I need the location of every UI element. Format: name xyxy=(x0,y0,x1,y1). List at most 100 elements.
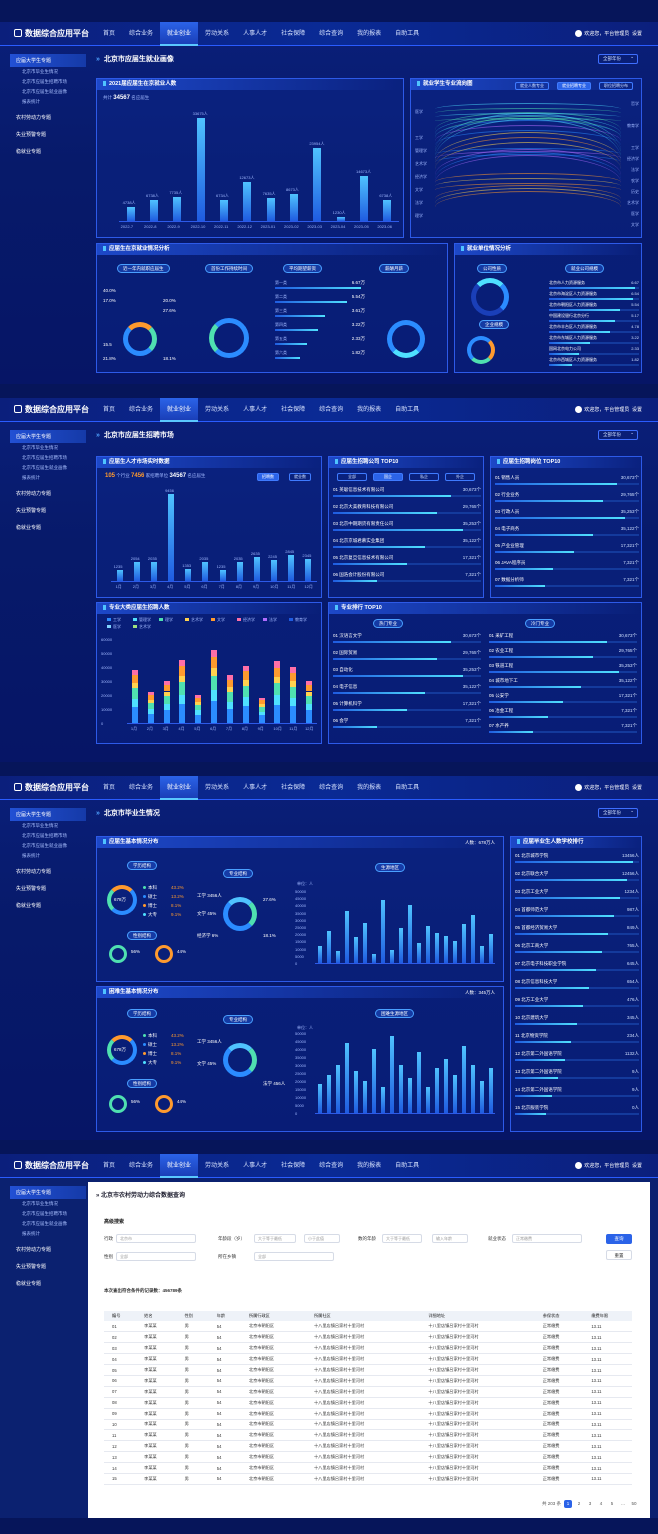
sidebar-section-graduates[interactable]: 应届大学生专题 xyxy=(10,54,86,67)
sidebar-section-stable[interactable]: 稳就业专题 xyxy=(10,899,86,912)
nav-tools[interactable]: 自助工具 xyxy=(388,776,426,800)
nav-employment[interactable]: 就业创业 xyxy=(160,776,198,800)
nav-labor[interactable]: 劳动关系 xyxy=(198,1154,236,1178)
sidebar-section-stable[interactable]: 稳就业专题 xyxy=(10,1277,86,1290)
nav-home[interactable]: 首页 xyxy=(96,776,122,800)
table-row[interactable]: 12 李某某男 54 北京市朝阳区 十八里店镇吕家村十里河村 十八里店镇吕家村十里河村 正常… xyxy=(104,1441,632,1452)
nav-tools[interactable]: 自助工具 xyxy=(388,1154,426,1178)
reset-button[interactable]: 重置 xyxy=(606,1250,632,1260)
nav-reports[interactable]: 我的报表 xyxy=(350,776,388,800)
table-row[interactable]: 07 李某某男 54 北京市朝阳区 十八里店镇吕家村十里河村 十八里店镇吕家村十里河村 正常… xyxy=(104,1386,632,1397)
settings-link[interactable]: 设置 xyxy=(632,785,642,791)
tab-hot-majors[interactable]: 热门专业 xyxy=(373,619,403,628)
nav-tools[interactable]: 自助工具 xyxy=(388,22,426,46)
table-row[interactable]: 05 李某某男 54 北京市朝阳区 十八里店镇吕家村十里河村 十八里店镇吕家村十里河村 正常… xyxy=(104,1365,632,1376)
pager-page[interactable]: 3 xyxy=(586,1500,594,1508)
table-row[interactable]: 06 李某某男 54 北京市朝阳区 十八里店镇吕家村十里河村 十八里店镇吕家村十里河村 正常… xyxy=(104,1375,632,1386)
sidebar-item[interactable]: 北京市应届生招聘市场 xyxy=(10,1209,86,1219)
tag-monthly-salary[interactable]: 薪酬月薪 xyxy=(379,264,409,273)
app-logo[interactable]: 数据综合应用平台 xyxy=(14,28,89,39)
nav-reports[interactable]: 我的报表 xyxy=(350,22,388,46)
nav-business[interactable]: 综合业务 xyxy=(122,1154,160,1178)
age2-input[interactable]: 输入年龄 xyxy=(432,1234,468,1243)
sidebar-section-rural[interactable]: 农村劳动力专题 xyxy=(10,111,86,124)
pager-page[interactable]: 4 xyxy=(597,1500,605,1508)
tag-company-nature[interactable]: 公司性质 xyxy=(477,264,507,273)
user-info[interactable]: 欢迎您，平台管理员 设置 xyxy=(575,406,642,413)
nav-business[interactable]: 综合业务 xyxy=(122,398,160,422)
sidebar-item[interactable]: 报表统计 xyxy=(10,97,86,107)
nav-hr[interactable]: 人事人才 xyxy=(236,398,274,422)
table-row[interactable]: 13 李某某男 54 北京市朝阳区 十八里店镇吕家村十里河村 十八里店镇吕家村十里河村 正常… xyxy=(104,1452,632,1463)
sidebar-section-rural[interactable]: 农村劳动力专题 xyxy=(10,1243,86,1256)
nav-home[interactable]: 首页 xyxy=(96,1154,122,1178)
sidebar-item[interactable]: 北京市应届生招聘市场 xyxy=(10,453,86,463)
nav-hr[interactable]: 人事人才 xyxy=(236,22,274,46)
year-select[interactable]: 全部年份 xyxy=(598,808,638,818)
sidebar-section-rural[interactable]: 农村劳动力专题 xyxy=(10,487,86,500)
tag-first-job[interactable]: 首份工作持续时间 xyxy=(205,264,253,273)
nav-tools[interactable]: 自助工具 xyxy=(388,398,426,422)
tag-recent-grads[interactable]: 近一年内就职应届生 xyxy=(117,264,170,273)
pager-page[interactable]: 5 xyxy=(608,1500,616,1508)
app-logo[interactable]: 数据综合应用平台 xyxy=(14,404,89,415)
nav-hr[interactable]: 人事人才 xyxy=(236,1154,274,1178)
nav-home[interactable]: 首页 xyxy=(96,398,122,422)
age-max-input[interactable]: 小于此值 xyxy=(304,1234,340,1243)
sidebar-section-graduates[interactable]: 应届大学生专题 xyxy=(10,430,86,443)
tab-private[interactable]: 私企 xyxy=(409,473,439,481)
tab-state[interactable]: 国企 xyxy=(373,473,403,481)
tab-foreign[interactable]: 外企 xyxy=(445,473,475,481)
sidebar-item[interactable]: 北京市毕业生情况 xyxy=(10,1199,86,1209)
sidebar-section-warning[interactable]: 失业预警专题 xyxy=(10,504,86,517)
user-info[interactable]: 欢迎您，平台管理员 设置 xyxy=(575,784,642,791)
sidebar-item[interactable]: 报表统计 xyxy=(10,473,86,483)
sidebar-item[interactable]: 北京市应届生就业画像 xyxy=(10,1219,86,1229)
sidebar-item[interactable]: 北京市应届生招聘市场 xyxy=(10,77,86,87)
nav-labor[interactable]: 劳动关系 xyxy=(198,398,236,422)
nav-employment[interactable]: 就业创业 xyxy=(160,22,198,46)
year-select[interactable]: 全部年份 xyxy=(598,54,638,64)
app-logo[interactable]: 数据综合应用平台 xyxy=(14,1160,89,1171)
table-row[interactable]: 14 李某某男 54 北京市朝阳区 十八里店镇吕家村十里河村 十八里店镇吕家村十里河村 正常… xyxy=(104,1463,632,1474)
nav-labor[interactable]: 劳动关系 xyxy=(198,22,236,46)
nav-employment[interactable]: 就业创业 xyxy=(160,398,198,422)
nav-labor[interactable]: 劳动关系 xyxy=(198,776,236,800)
district-select[interactable]: 北京市 xyxy=(116,1234,196,1243)
nav-social[interactable]: 社会保障 xyxy=(274,1154,312,1178)
sidebar-item[interactable]: 北京市应届生就业画像 xyxy=(10,87,86,97)
nav-social[interactable]: 社会保障 xyxy=(274,22,312,46)
sidebar-section-graduates[interactable]: 应届大学生专题 xyxy=(10,1186,86,1199)
nav-reports[interactable]: 我的报表 xyxy=(350,1154,388,1178)
pager-page[interactable]: 1 xyxy=(564,1500,572,1508)
sidebar-section-warning[interactable]: 失业预警专题 xyxy=(10,882,86,895)
sidebar-item[interactable]: 北京市应届生就业画像 xyxy=(10,463,86,473)
sidebar-section-rural[interactable]: 农村劳动力专题 xyxy=(10,865,86,878)
year-select[interactable]: 全部年份 xyxy=(598,430,638,440)
user-info[interactable]: 欢迎您，平台管理员 设置 xyxy=(575,1162,642,1169)
table-row[interactable]: 10 李某某男 54 北京市朝阳区 十八里店镇吕家村十里河村 十八里店镇吕家村十里河村 正常… xyxy=(104,1419,632,1430)
age2-min-input[interactable]: 大于等于最低 xyxy=(382,1234,422,1243)
pager-page[interactable]: 50 xyxy=(630,1500,638,1508)
table-row[interactable]: 11 李某某男 54 北京市朝阳区 十八里店镇吕家村十里河村 十八里店镇吕家村十里河村 正常… xyxy=(104,1430,632,1441)
nav-social[interactable]: 社会保障 xyxy=(274,776,312,800)
gender-select[interactable]: 全部 xyxy=(116,1252,196,1261)
pager-page[interactable]: … xyxy=(619,1500,627,1508)
sidebar-item[interactable]: 报表统计 xyxy=(10,851,86,861)
user-info[interactable]: 欢迎您，平台管理员 设置 xyxy=(575,30,642,37)
table-row[interactable]: 15 李某某男 54 北京市朝阳区 十八里店镇吕家村十里河村 十八里店镇吕家村十里河村 正常… xyxy=(104,1473,632,1484)
sidebar-item[interactable]: 北京市应届生就业画像 xyxy=(10,841,86,851)
tag-company-size[interactable]: 就业公司规模 xyxy=(565,264,604,273)
nav-reports[interactable]: 我的报表 xyxy=(350,398,388,422)
sidebar-item[interactable]: 北京市毕业生情况 xyxy=(10,67,86,77)
table-row[interactable]: 02 李某某男 54 北京市朝阳区 十八里店镇吕家村十里河村 十八里店镇吕家村十里河村 正常… xyxy=(104,1332,632,1343)
nav-query[interactable]: 综合查询 xyxy=(312,398,350,422)
query-button[interactable]: 查询 xyxy=(606,1234,632,1244)
settings-link[interactable]: 设置 xyxy=(632,31,642,37)
sidebar-item[interactable]: 北京市毕业生情况 xyxy=(10,821,86,831)
table-row[interactable]: 08 李某某男 54 北京市朝阳区 十八里店镇吕家村十里河村 十八里店镇吕家村十里河村 正常… xyxy=(104,1397,632,1408)
nav-employment[interactable]: 就业创业 xyxy=(160,1154,198,1178)
nav-business[interactable]: 综合业务 xyxy=(122,22,160,46)
sidebar-section-graduates[interactable]: 应届大学生专题 xyxy=(10,808,86,821)
sidebar-section-warning[interactable]: 失业预警专题 xyxy=(10,128,86,141)
